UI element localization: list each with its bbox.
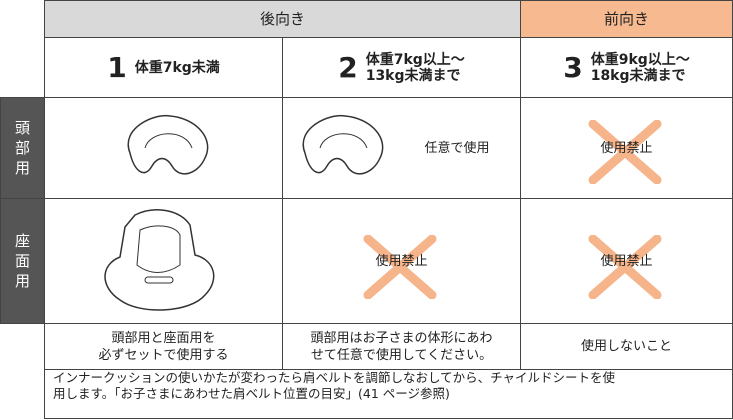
- label-char: 部: [14, 139, 30, 157]
- note-line: せて任意で使用してください。: [310, 347, 493, 363]
- weight-range: 体重7kg以上〜 13kg未満まで: [366, 52, 465, 84]
- footnote-line: 用します。「お子さまにあわせた肩ベルト位置の目安」(41 ページ参照): [53, 386, 450, 401]
- cell-text: 任意で使用: [424, 140, 490, 156]
- front-header: 前向き: [520, 0, 733, 38]
- note-line: 使用しないこと: [580, 339, 672, 354]
- label-char: 頭: [14, 119, 30, 137]
- weight-line: 13kg未満まで: [365, 67, 461, 84]
- weight-line: 体重9kg以上〜: [590, 51, 690, 68]
- column-header: 2 体重7kg以上〜 13kg未満まで: [282, 37, 521, 98]
- column-number: 3: [563, 51, 583, 84]
- seat-cushion-illustration: [104, 209, 215, 311]
- weight-range: 体重9kg以上〜 18kg未満まで: [591, 52, 690, 84]
- weight-line: 体重7kg未満: [134, 59, 220, 76]
- prohibited-mark: [588, 120, 662, 184]
- label-char: 面: [14, 252, 30, 270]
- rear-header: 後向き: [44, 0, 521, 38]
- label-char: 用: [14, 159, 30, 177]
- column-header: 3 体重9kg以上〜 18kg未満まで: [520, 37, 733, 98]
- cell-text: 使用禁止: [375, 253, 428, 269]
- label-char: 用: [14, 272, 30, 290]
- row-label: 座面用: [0, 198, 45, 324]
- column-number: 1: [107, 51, 127, 84]
- cell-text: 使用禁止: [600, 253, 653, 269]
- column-header: 1 体重7kg未満: [44, 37, 283, 98]
- weight-line: 18kg未満まで: [590, 67, 686, 84]
- row-label: 頭部用: [0, 97, 45, 199]
- cell-text: 使用禁止: [600, 140, 653, 156]
- label-char: 座: [14, 232, 30, 250]
- column-number: 2: [338, 51, 358, 84]
- note-line: 必ずセットで使用する: [98, 347, 229, 363]
- head-cushion-illustration: [302, 114, 384, 175]
- weight-range: 体重7kg未満: [135, 60, 220, 76]
- note: 頭部用はお子さまの体形にあわ せて任意で使用してください。: [282, 323, 521, 370]
- note: 使用しないこと: [520, 323, 733, 370]
- weight-line: 体重7kg以上〜: [365, 51, 465, 68]
- note-line: 頭部用と座面用を: [111, 330, 216, 346]
- prohibited-mark: [363, 235, 437, 299]
- note-line: 頭部用はお子さまの体形にあわ: [310, 330, 493, 346]
- note: 頭部用と座面用を 必ずセットで使用する: [44, 323, 283, 370]
- head-cushion-illustration: [127, 114, 209, 175]
- footnote: インナークッションの使いかたが変わったら肩ベルトを調節しなおしてから、チャイルド…: [44, 369, 733, 419]
- prohibited-mark: [588, 235, 662, 299]
- footnote-line: インナークッションの使いかたが変わったら肩ベルトを調節しなおしてから、チャイルド…: [53, 370, 616, 385]
